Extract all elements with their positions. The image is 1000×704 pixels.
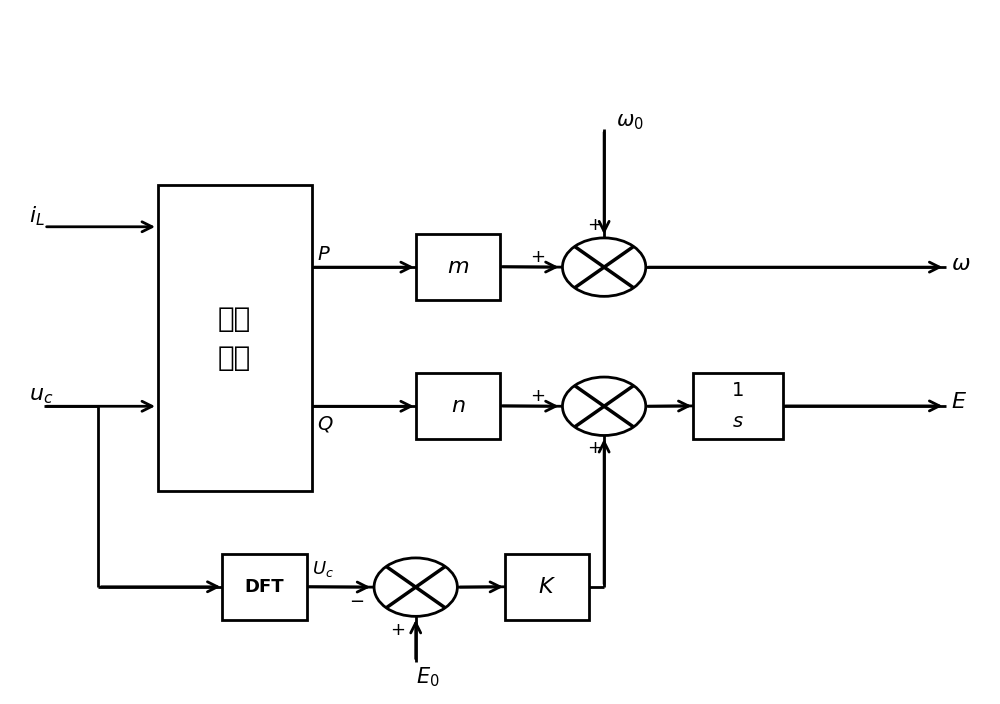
Text: $i_L$: $i_L$ [29, 205, 45, 228]
Text: $Q$: $Q$ [317, 414, 333, 434]
Text: $s$: $s$ [732, 412, 744, 431]
Text: $U_c$: $U_c$ [312, 560, 334, 579]
Bar [693, 373, 783, 439]
Text: $\omega$: $\omega$ [951, 253, 971, 274]
Text: 1: 1 [732, 381, 744, 400]
Text: DFT: DFT [245, 578, 284, 596]
Text: $m$: $m$ [447, 257, 469, 277]
Text: $n$: $n$ [451, 396, 465, 416]
Circle shape [374, 558, 457, 617]
Text: $E_0$: $E_0$ [416, 665, 439, 689]
Text: $K$: $K$ [538, 577, 556, 597]
Text: +: + [390, 621, 405, 639]
Text: $P$: $P$ [317, 245, 330, 264]
Bar [222, 554, 307, 620]
Circle shape [562, 238, 646, 296]
Text: +: + [587, 439, 602, 457]
Text: $-$: $-$ [349, 591, 364, 609]
Text: $\omega_0$: $\omega_0$ [616, 113, 644, 132]
Bar [416, 373, 500, 439]
Bar [505, 554, 589, 620]
Text: +: + [530, 386, 545, 405]
Text: +: + [587, 216, 602, 234]
Bar [158, 185, 312, 491]
Text: $E$: $E$ [951, 392, 967, 413]
Text: +: + [530, 248, 545, 265]
Text: $u_c$: $u_c$ [29, 386, 53, 406]
Bar [416, 234, 500, 300]
Text: 功率
计算: 功率 计算 [218, 305, 251, 372]
Circle shape [562, 377, 646, 436]
